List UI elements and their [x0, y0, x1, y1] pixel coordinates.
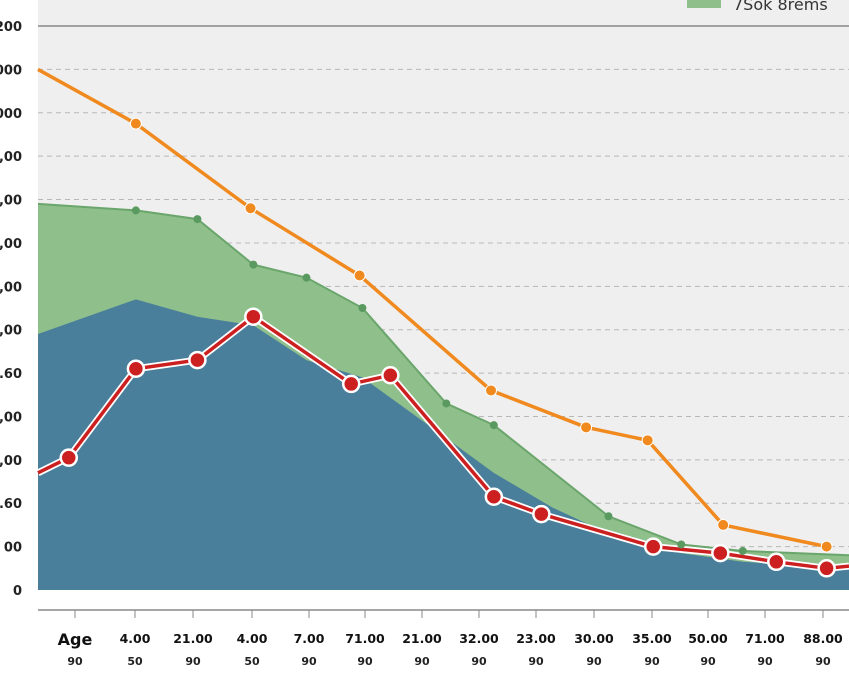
area-fill — [38, 299, 849, 590]
orange-point — [717, 518, 730, 531]
red-point — [484, 487, 504, 506]
x-sub-label: 90 — [700, 655, 716, 668]
red-point — [817, 559, 836, 578]
red-point — [767, 552, 786, 572]
red-point — [59, 448, 79, 467]
x-tick-label: 32.00 — [459, 631, 499, 646]
green-point — [677, 540, 686, 549]
red-point — [244, 307, 263, 326]
y-tick-label: ,00 — [0, 280, 22, 295]
legend: 7Sok 8rems — [687, 0, 828, 14]
y-tick-label: .60 — [0, 367, 22, 382]
x-axis-first-label: Age — [58, 630, 93, 649]
green-point — [604, 512, 613, 521]
red-point — [711, 543, 730, 563]
x-sub-label: 90 — [471, 655, 487, 668]
y-tick-label: ,00 — [0, 324, 22, 339]
red-point — [341, 374, 361, 394]
orange-point — [580, 421, 593, 434]
red-point — [643, 537, 663, 556]
x-tick-label: 35.00 — [632, 631, 672, 646]
x-sub-label: 50 — [244, 655, 260, 668]
green-point — [738, 546, 747, 555]
green-point — [193, 215, 202, 224]
green-area-edge — [37, 202, 849, 557]
green-point — [442, 399, 451, 408]
y-tick-label: .60 — [0, 497, 22, 512]
x-tick-label: 71.00 — [745, 631, 785, 646]
x-sub-label: 90 — [528, 655, 544, 668]
x-sub-label: 90 — [586, 655, 602, 668]
line-series — [36, 67, 849, 572]
red-point — [188, 350, 207, 370]
x-tick-label: 71.00 — [345, 631, 385, 646]
x-sub-label: 90 — [185, 655, 201, 668]
orange-point — [641, 434, 654, 447]
y-tick-label: 000 — [0, 63, 22, 78]
green-point — [249, 260, 258, 269]
x-sub-label: 90 — [301, 655, 317, 668]
red-point — [532, 504, 551, 524]
y-tick-label: 0 — [13, 584, 22, 599]
x-tick-label: 50.00 — [688, 631, 728, 646]
y-tick-label: ,00 — [0, 237, 22, 252]
data-points — [59, 117, 836, 578]
x-sub-label: 90 — [414, 655, 430, 668]
y-tick-label: ,00 — [0, 454, 22, 469]
x-sub-label: 50 — [127, 655, 143, 668]
orange-point — [353, 269, 366, 282]
x-sub-label: 90 — [357, 655, 373, 668]
green-point — [358, 304, 367, 313]
y-tick-label: ,00 — [0, 194, 22, 209]
green-point — [489, 421, 498, 430]
y-tick-label: 000 — [0, 107, 22, 122]
x-tick-label: 4.00 — [120, 631, 151, 646]
x-sub-label: 90 — [757, 655, 773, 668]
red-point — [381, 366, 400, 385]
x-tick-label: 30.00 — [574, 631, 614, 646]
x-tick-label: 4.00 — [237, 631, 268, 646]
red-line — [37, 314, 849, 571]
legend-swatch — [687, 0, 721, 8]
orange-point — [244, 202, 257, 215]
green-point — [302, 273, 311, 282]
x-tick-label: 23.00 — [516, 631, 556, 646]
x-sub-label: 90 — [815, 655, 831, 668]
y-tick-label: ,00 — [0, 410, 22, 425]
orange-point — [129, 117, 142, 130]
x-tick-label: 7.00 — [294, 631, 325, 646]
orange-point — [820, 540, 833, 553]
x-tick-label: 21.00 — [173, 631, 213, 646]
red-point — [126, 359, 146, 378]
x-tick-label: 21.00 — [402, 631, 442, 646]
x-sub-label: 90 — [67, 655, 83, 668]
area-series — [38, 203, 849, 590]
orange-point — [485, 384, 498, 397]
y-tick-label: 200 — [0, 20, 22, 35]
y-tick-label: 00 — [4, 541, 22, 556]
x-tick-label: 88.00 — [803, 631, 843, 646]
green-point — [131, 206, 140, 215]
axes: 000.60,00,00.60,00,00,00,00,00000000200A… — [0, 20, 849, 668]
x-sub-label: 90 — [644, 655, 660, 668]
legend-label: 7Sok 8rems — [733, 0, 828, 14]
y-tick-label: ,00 — [0, 150, 22, 165]
